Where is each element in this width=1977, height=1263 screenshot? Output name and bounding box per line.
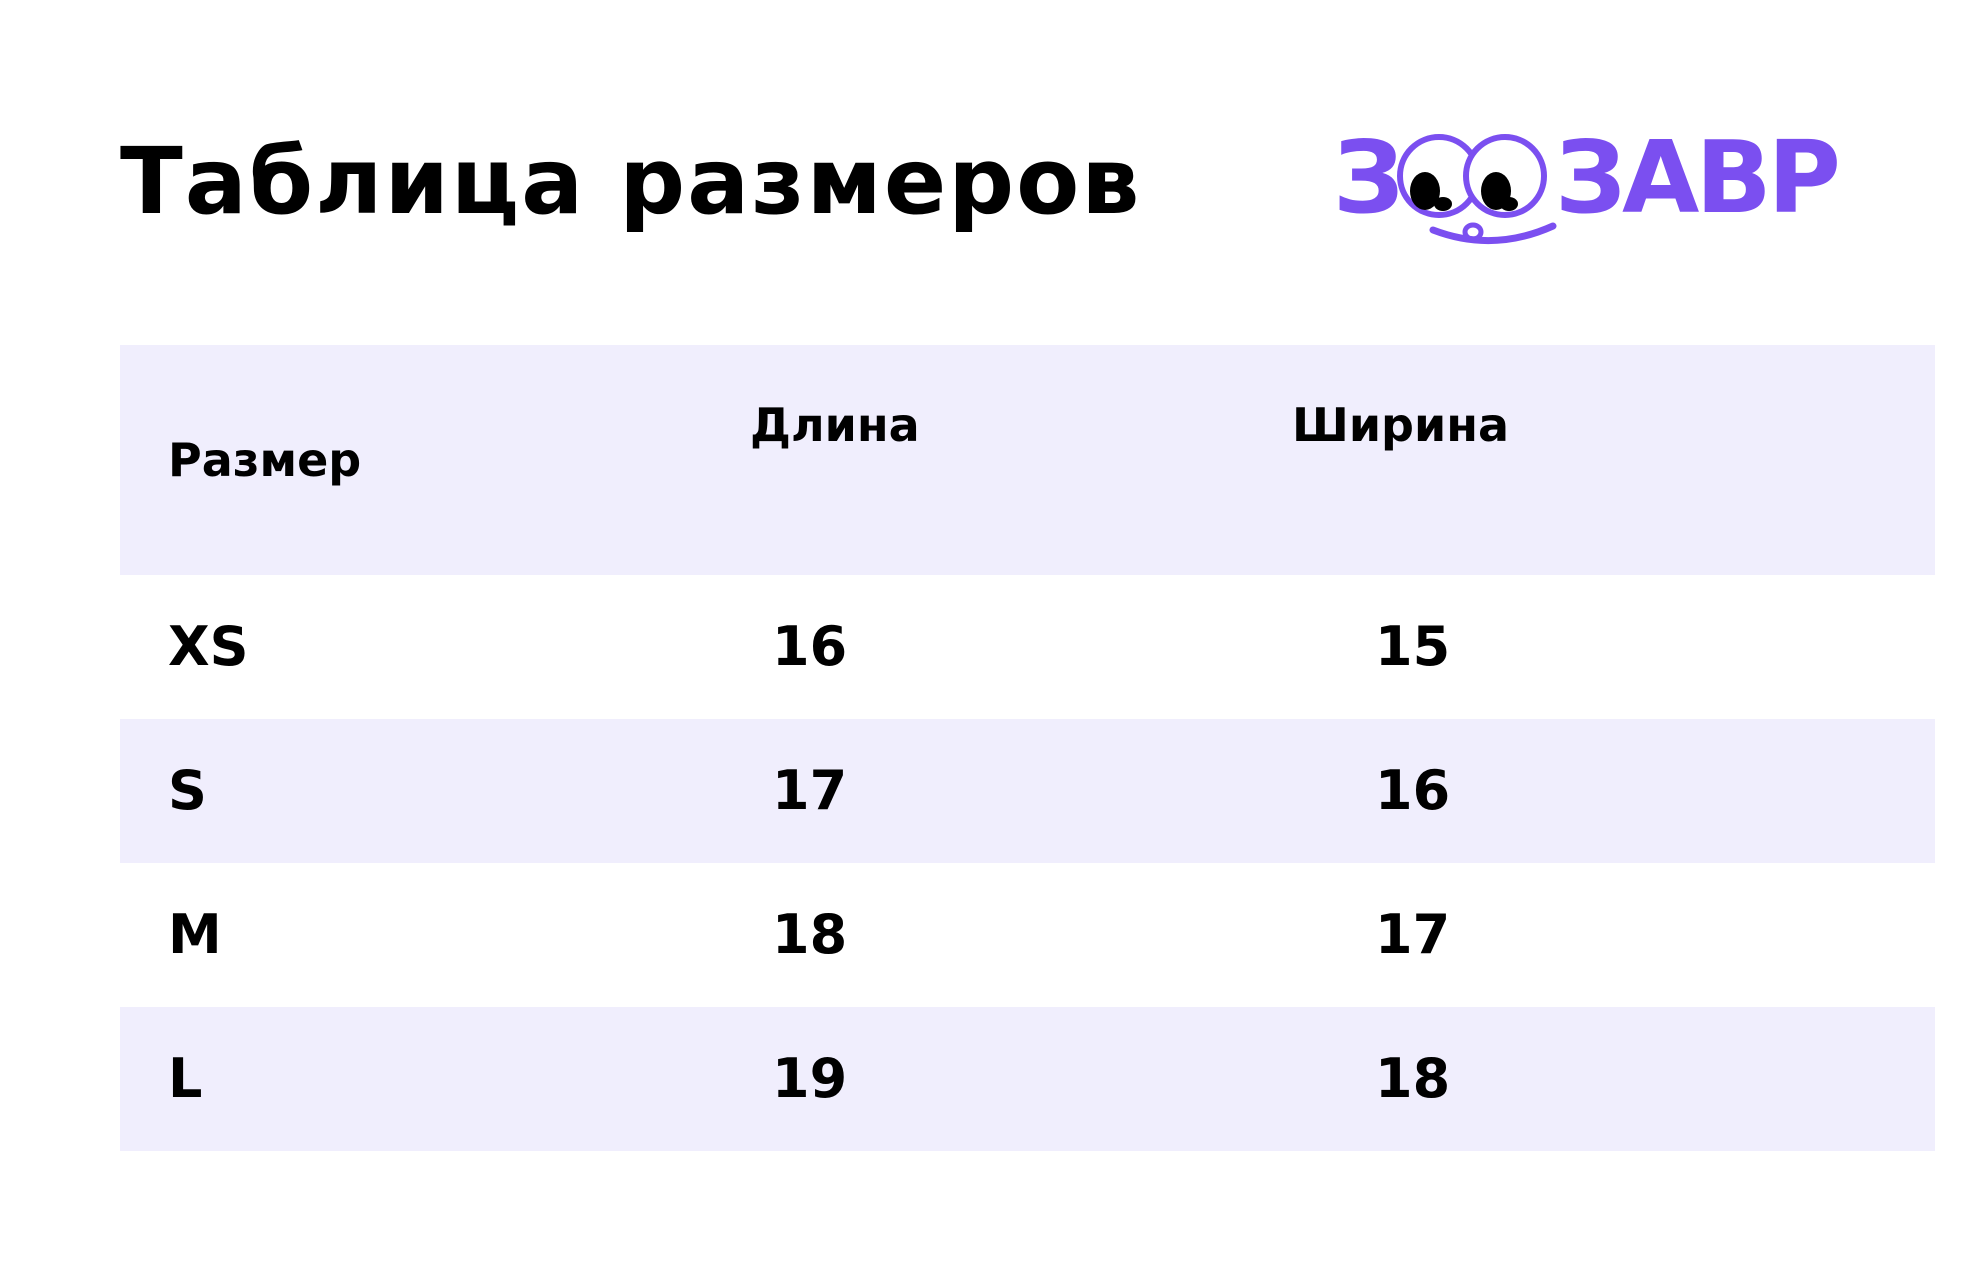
column-header-length: Длина [750, 398, 920, 452]
width-cell: 15 [1375, 615, 1451, 678]
table-row: XS 16 15 [120, 575, 1935, 719]
page-title: Таблица размеров [120, 128, 1142, 235]
table-row: S 17 16 [120, 719, 1935, 863]
size-cell: XS [168, 615, 249, 678]
size-table: Размер Длина Ширина XS 16 15 S 17 16 M 1… [120, 345, 1935, 1151]
column-header-width: Ширина [1292, 398, 1510, 452]
table-header-row: Размер Длина Ширина [120, 345, 1935, 575]
zoozavr-logo: З ЗАВР [1333, 119, 1842, 244]
table-row: M 18 17 [120, 863, 1935, 1007]
length-cell: 19 [772, 1047, 848, 1110]
table-row: L 19 18 [120, 1007, 1935, 1151]
width-cell: 16 [1375, 759, 1451, 822]
length-cell: 16 [772, 615, 848, 678]
size-cell: M [168, 903, 222, 966]
column-header-size: Размер [168, 433, 362, 487]
svg-text:ЗАВР: ЗАВР [1555, 119, 1838, 236]
length-cell: 17 [772, 759, 848, 822]
size-cell: S [168, 759, 207, 822]
size-cell: L [168, 1047, 203, 1110]
width-cell: 18 [1375, 1047, 1451, 1110]
length-cell: 18 [772, 903, 848, 966]
svg-text:З: З [1333, 119, 1404, 236]
googly-eyes-icon [1397, 134, 1557, 244]
width-cell: 17 [1375, 903, 1451, 966]
